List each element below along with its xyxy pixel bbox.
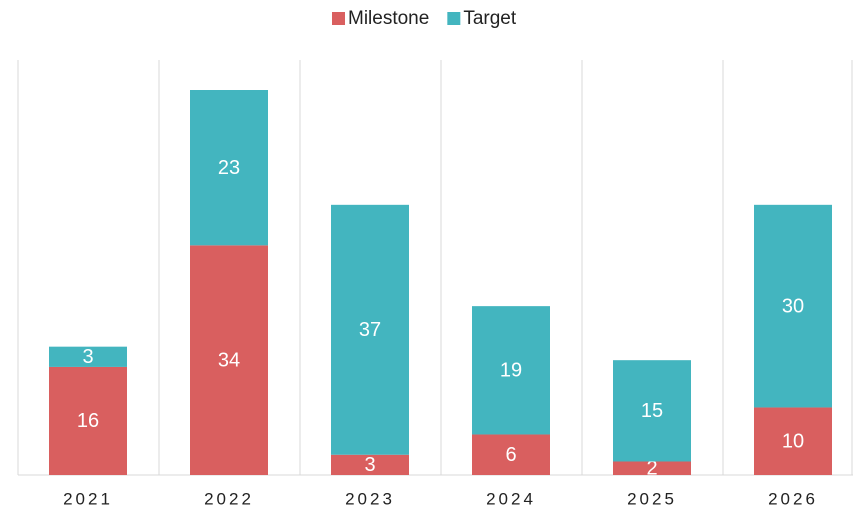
bar-segment — [754, 204, 832, 408]
data-label: 3 — [82, 346, 93, 368]
x-tick-label: 2023 — [345, 489, 395, 508]
data-label: 30 — [782, 295, 804, 317]
legend-swatch — [332, 12, 345, 25]
bar-segment — [613, 360, 691, 462]
data-label: 6 — [505, 444, 516, 466]
data-label: 37 — [359, 319, 381, 341]
bar-segment — [754, 407, 832, 475]
bar-segment — [331, 454, 409, 475]
data-label: 15 — [641, 400, 663, 422]
data-label: 3 — [364, 454, 375, 476]
legend-label: Milestone — [348, 8, 429, 29]
data-label: 16 — [77, 410, 99, 432]
data-label: 2 — [646, 458, 657, 480]
bar-segment — [49, 346, 127, 367]
data-label: 34 — [218, 349, 240, 371]
bar-segment — [190, 90, 268, 246]
legend-label: Target — [463, 8, 517, 29]
legend-swatch — [447, 12, 461, 25]
x-tick-label: 2021 — [63, 489, 113, 508]
bar-segment — [613, 461, 691, 475]
x-tick-label: 2022 — [204, 489, 254, 508]
bar-segment — [472, 434, 550, 475]
x-tick-label: 2025 — [627, 489, 677, 508]
bar-segment — [331, 204, 409, 455]
bar-segment — [190, 245, 268, 475]
bar-segment — [472, 306, 550, 435]
x-tick-label: 2026 — [768, 489, 818, 508]
bar-segment — [49, 366, 127, 475]
data-label: 10 — [782, 431, 804, 453]
x-tick-label: 2024 — [486, 489, 536, 508]
data-label: 19 — [500, 360, 522, 382]
data-label: 23 — [218, 157, 240, 179]
